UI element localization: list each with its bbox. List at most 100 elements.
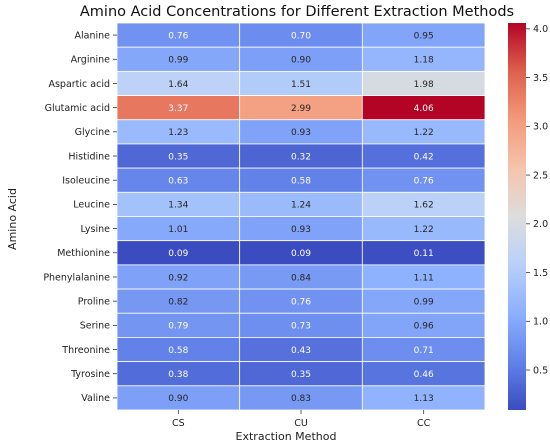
heatmap-cell bbox=[361, 337, 486, 363]
cell-value-label: 1.11 bbox=[414, 273, 434, 283]
y-tick-label: Lysine bbox=[81, 224, 111, 235]
cell-value-label: 0.09 bbox=[291, 249, 311, 259]
y-tick-label: Glutamic acid bbox=[45, 103, 110, 114]
x-axis-label: Extraction Method bbox=[236, 430, 337, 443]
y-axis-label: Amino Acid bbox=[6, 188, 19, 250]
cell-value-label: 0.35 bbox=[291, 370, 311, 380]
colorbar bbox=[508, 23, 526, 410]
colorbar-tick-label: 0.5 bbox=[533, 365, 548, 376]
heatmap-cell bbox=[116, 337, 241, 363]
heatmap-cell bbox=[116, 361, 241, 387]
colorbar-tick-label: 3.0 bbox=[533, 122, 548, 133]
y-tick-label: Phenylalanine bbox=[43, 272, 110, 283]
cell-value-label: 1.18 bbox=[414, 56, 434, 66]
y-tick-label: Tyrosine bbox=[70, 369, 110, 380]
colorbar-tick-label: 1.5 bbox=[533, 268, 548, 279]
heatmap-cell bbox=[361, 240, 486, 266]
heatmap-cell bbox=[116, 240, 241, 266]
heatmap-cell bbox=[361, 46, 486, 72]
heatmap-cell bbox=[361, 385, 486, 411]
cell-value-label: 0.99 bbox=[414, 297, 434, 307]
cell-value-label: 1.62 bbox=[414, 201, 434, 211]
cell-value-label: 0.90 bbox=[291, 56, 311, 66]
heatmap-cell bbox=[361, 143, 486, 169]
cell-value-label: 1.01 bbox=[168, 225, 188, 235]
x-tick-label: CC bbox=[417, 418, 431, 429]
cell-value-label: 0.83 bbox=[291, 394, 311, 404]
heatmap-cell bbox=[116, 22, 241, 48]
cell-value-label: 0.99 bbox=[168, 56, 188, 66]
x-axis-ticks: CS CU CC bbox=[172, 410, 431, 429]
cell-value-label: 1.22 bbox=[414, 225, 434, 235]
cell-value-label: 0.76 bbox=[168, 31, 188, 41]
cell-value-label: 0.96 bbox=[414, 322, 434, 332]
y-tick-label: Leucine bbox=[73, 200, 110, 211]
cell-value-label: 1.64 bbox=[168, 80, 188, 90]
heatmap-cell bbox=[361, 216, 486, 242]
heatmap-cells bbox=[116, 22, 486, 411]
heatmap-cell-labels: 0.76 0.70 0.95 0.99 0.90 1.18 1.64 1.51 1.98 3.37… bbox=[168, 31, 434, 404]
heatmap-cell bbox=[361, 191, 486, 217]
cell-value-label: 0.42 bbox=[414, 152, 434, 162]
y-tick-label: Valine bbox=[81, 393, 110, 404]
y-tick-label: Threonine bbox=[61, 345, 110, 356]
colorbar-tick-label: 4.0 bbox=[533, 24, 548, 35]
y-tick-label: Methionine bbox=[57, 248, 110, 259]
cell-value-label: 0.95 bbox=[414, 31, 434, 41]
cell-value-label: 0.32 bbox=[291, 152, 311, 162]
heatmap-cell bbox=[116, 264, 241, 290]
cell-value-label: 0.90 bbox=[168, 394, 188, 404]
heatmap-cell bbox=[239, 191, 363, 217]
heatmap-cell bbox=[361, 288, 486, 314]
cell-value-label: 3.37 bbox=[168, 104, 188, 114]
cell-value-label: 0.79 bbox=[168, 322, 188, 332]
heatmap-cell bbox=[239, 385, 363, 411]
heatmap-cell bbox=[361, 167, 486, 193]
colorbar-ticks: 0.5 1.0 1.5 2.0 2.5 3.0 3.5 4.0 bbox=[526, 24, 548, 376]
x-tick-label: CS bbox=[172, 418, 185, 429]
y-tick-label: Alanine bbox=[75, 30, 111, 41]
cell-value-label: 0.46 bbox=[414, 370, 434, 380]
y-tick-label: Serine bbox=[80, 321, 110, 332]
heatmap-cell bbox=[361, 95, 486, 121]
cell-value-label: 0.92 bbox=[168, 273, 188, 283]
cell-value-label: 0.73 bbox=[291, 322, 311, 332]
y-tick-label: Arginine bbox=[71, 55, 111, 66]
y-axis-ticks: Alanine Arginine Aspartic acid Glutamic aci… bbox=[43, 30, 117, 404]
cell-value-label: 0.58 bbox=[168, 346, 188, 356]
heatmap-cell bbox=[239, 22, 363, 48]
cell-value-label: 0.63 bbox=[168, 177, 188, 187]
heatmap-cell bbox=[116, 191, 241, 217]
cell-value-label: 1.23 bbox=[168, 128, 188, 138]
cell-value-label: 1.13 bbox=[414, 394, 434, 404]
cell-value-label: 1.24 bbox=[291, 201, 311, 211]
cell-value-label: 0.84 bbox=[291, 273, 311, 283]
cell-value-label: 0.71 bbox=[414, 346, 434, 356]
cell-value-label: 0.93 bbox=[291, 225, 311, 235]
y-tick-label: Histidine bbox=[68, 151, 110, 162]
cell-value-label: 0.93 bbox=[291, 128, 311, 138]
y-tick-label: Aspartic acid bbox=[48, 79, 110, 90]
colorbar-tick-label: 2.0 bbox=[533, 219, 548, 230]
cell-value-label: 0.09 bbox=[168, 249, 188, 259]
heatmap-cell bbox=[116, 167, 241, 193]
heatmap-cell bbox=[239, 240, 363, 266]
heatmap-cell bbox=[116, 385, 241, 411]
cell-value-label: 0.35 bbox=[168, 152, 188, 162]
heatmap-cell bbox=[361, 312, 486, 338]
heatmap-cell bbox=[239, 143, 363, 169]
cell-value-label: 1.98 bbox=[414, 80, 434, 90]
y-tick-label: Proline bbox=[78, 296, 110, 307]
y-tick-label: Glycine bbox=[75, 127, 111, 138]
cell-value-label: 1.22 bbox=[414, 128, 434, 138]
cell-value-label: 1.34 bbox=[168, 201, 188, 211]
heatmap-cell bbox=[116, 95, 241, 121]
x-tick-label: CU bbox=[294, 418, 308, 429]
cell-value-label: 0.76 bbox=[291, 297, 311, 307]
cell-value-label: 0.43 bbox=[291, 346, 311, 356]
colorbar-tick-label: 2.5 bbox=[533, 170, 548, 181]
heatmap-cell bbox=[361, 264, 486, 290]
cell-value-label: 0.76 bbox=[414, 177, 434, 187]
cell-value-label: 0.11 bbox=[414, 249, 434, 259]
y-tick-label: Isoleucine bbox=[62, 176, 110, 187]
